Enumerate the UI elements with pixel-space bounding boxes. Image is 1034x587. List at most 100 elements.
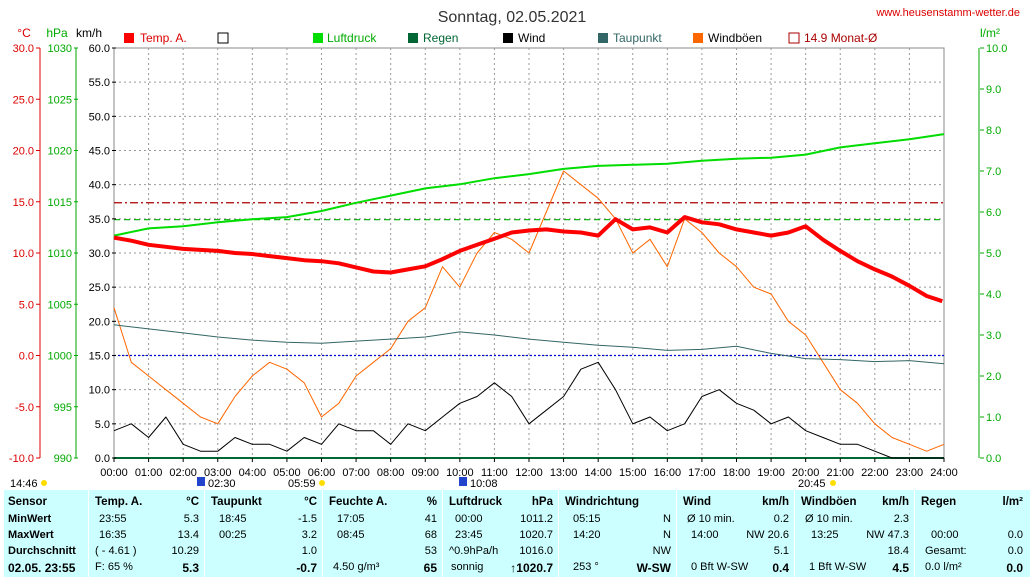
legend-label-pressure: Luftdruck bbox=[327, 31, 377, 45]
hum-min-time: 17:05 bbox=[337, 513, 365, 525]
col-wind-direction: Windrichtung 05:15 N 14:20 N NW 253 ° W-… bbox=[558, 490, 677, 577]
col-pressure: Luftdruck hPa 00:00 1011.2 23:45 1020.7 … bbox=[442, 490, 559, 577]
temp-tick-label: -10.0 bbox=[9, 453, 34, 465]
dew-cur: -0.7 bbox=[296, 561, 317, 575]
hum-cur-note: 4.50 g/m³ bbox=[333, 561, 380, 573]
hum-title: Feuchte A. bbox=[329, 496, 388, 508]
col-dewpoint: Taupunkt °C 18:45 -1.5 00:25 3.2 1.0 -0.… bbox=[204, 490, 323, 577]
wind-cur-note: 0 Bft W-SW bbox=[691, 561, 749, 573]
legend-swatch-temp bbox=[124, 33, 134, 43]
marker-t2-label: 05:59 bbox=[288, 478, 316, 490]
press-cur: ↑1020.7 bbox=[510, 561, 553, 575]
marker-left-icon bbox=[41, 480, 47, 486]
pressure-tick-label: 1030 bbox=[48, 43, 72, 55]
legend-swatch-wind bbox=[503, 33, 513, 43]
wind-tick-label: 25.0 bbox=[89, 282, 110, 294]
hum-min: 41 bbox=[424, 513, 437, 525]
rain-tick-label: 4.0 bbox=[986, 289, 1001, 301]
time-tick-label: 19:00 bbox=[757, 467, 785, 479]
pressure-axis: 1030 1025 1020 1015 1010 1005 1000 995 990 bbox=[48, 43, 78, 465]
gust-unit: km/h bbox=[882, 496, 909, 508]
wind-cur: 0.4 bbox=[772, 561, 789, 575]
rain-tick-label: 9.0 bbox=[986, 84, 1001, 96]
pressure-tick-label: 995 bbox=[54, 402, 72, 414]
hum-unit: % bbox=[426, 496, 437, 508]
temp-max: 13.4 bbox=[177, 529, 199, 541]
gust-title: Windböen bbox=[801, 496, 857, 508]
wind-tick-label: 15.0 bbox=[89, 351, 110, 363]
time-tick-label: 04:00 bbox=[239, 467, 267, 479]
pressure-tick-label: 1020 bbox=[48, 146, 72, 158]
legend-swatch-dewpoint bbox=[598, 33, 608, 43]
legend-label-monthavg: 14.9 Monat-Ø bbox=[804, 31, 877, 45]
dew-title: Taupunkt bbox=[211, 496, 262, 508]
wind-tick-label: 20.0 bbox=[89, 316, 110, 328]
gust-min: 2.3 bbox=[893, 513, 909, 525]
marker-t1-label: 02:30 bbox=[208, 478, 236, 490]
rain-max: 0.0 bbox=[1007, 529, 1023, 541]
temp-tick-label: 10.0 bbox=[13, 248, 34, 260]
pressure-tick-label: 1005 bbox=[48, 299, 72, 311]
temp-tick-label: 30.0 bbox=[13, 43, 34, 55]
time-tick-label: 11:00 bbox=[481, 467, 508, 479]
pressure-tick-label: 1025 bbox=[48, 94, 72, 106]
reference-lines bbox=[114, 202, 944, 357]
label-min: MinWert bbox=[8, 513, 52, 525]
press-avg-note: ^0.9hPa/h bbox=[449, 545, 499, 557]
dew-max-time: 00:25 bbox=[219, 529, 247, 541]
legend-label-wind: Wind bbox=[518, 31, 545, 45]
legend: Temp. A. Luftdruck Regen Wind Taupunkt W… bbox=[124, 31, 877, 45]
col-wind: Wind km/h Ø 10 min. 0.2 14:00 NW 20.6 5.… bbox=[676, 490, 795, 577]
press-title: Luftdruck bbox=[449, 496, 503, 508]
col-rain: Regen l/m² 00:00 0.0 Gesamt: 0.0 0.0 l/m… bbox=[914, 490, 1031, 577]
dir-cur: W-SW bbox=[636, 561, 671, 575]
legend-swatch-empty bbox=[217, 32, 229, 44]
sensor-table: Sensor MinWert MaxWert Durchschnitt 02.0… bbox=[4, 490, 1030, 577]
weather-chart: Sonntag, 02.05.2021 www.heusenstamm-wett… bbox=[9, 7, 1020, 490]
wind-title: Wind bbox=[683, 496, 711, 508]
wind-max: NW 20.6 bbox=[746, 529, 789, 541]
marker-t3-label: 10:08 bbox=[470, 478, 498, 490]
pressure-tick-label: 1010 bbox=[48, 248, 72, 260]
gust-cur: 4.5 bbox=[892, 561, 909, 575]
col-gusts: Windböen km/h Ø 10 min. 2.3 13:25 NW 47.… bbox=[794, 490, 915, 577]
dir-max: N bbox=[663, 529, 671, 541]
press-min-time: 00:00 bbox=[455, 513, 483, 525]
dir-max-time: 14:20 bbox=[573, 529, 601, 541]
wind-tick-label: 5.0 bbox=[95, 419, 110, 431]
press-unit: hPa bbox=[531, 496, 553, 508]
time-tick-label: 02:00 bbox=[169, 467, 197, 479]
time-tick-label: 14:00 bbox=[584, 467, 612, 479]
time-tick-label: 24:00 bbox=[930, 467, 958, 479]
dir-cur-note: 253 ° bbox=[573, 561, 599, 573]
rain-cur-note: 0.0 l/m² bbox=[925, 561, 962, 573]
rain-unit: l/m² bbox=[1002, 496, 1023, 508]
temp-tick-label: 15.0 bbox=[13, 197, 34, 209]
legend-swatch-gusts bbox=[693, 33, 703, 43]
temp-cur-note: F: 65 % bbox=[95, 561, 133, 573]
hum-cur: 65 bbox=[423, 561, 437, 575]
temp-tick-label: 20.0 bbox=[13, 146, 34, 158]
rain-tick-label: 1.0 bbox=[986, 412, 1001, 424]
temp-tick-label: 0.0 bbox=[19, 351, 34, 363]
temp-min: 5.3 bbox=[183, 513, 199, 525]
temp-unit: °C bbox=[186, 496, 199, 508]
wind-line bbox=[113, 361, 944, 459]
wind-tick-label: 55.0 bbox=[89, 77, 110, 89]
gusts-line bbox=[113, 170, 945, 452]
dir-title: Windrichtung bbox=[565, 496, 639, 508]
rain-tick-label: 10.0 bbox=[986, 43, 1007, 55]
wind-max-time: 14:00 bbox=[691, 529, 719, 541]
time-tick-label: 13:00 bbox=[550, 467, 578, 479]
gust-min-time: Ø 10 min. bbox=[805, 513, 853, 525]
press-avg: 1016.0 bbox=[519, 545, 553, 557]
dir-min: N bbox=[663, 513, 671, 525]
time-tick-label: 21:00 bbox=[826, 467, 854, 479]
time-tick-label: 01:00 bbox=[135, 467, 163, 479]
website-label: www.heusenstamm-wetter.de bbox=[875, 7, 1020, 19]
rain-avg-label: Gesamt: bbox=[925, 545, 967, 557]
temp-tick-label: 5.0 bbox=[19, 299, 34, 311]
gust-max-time: 13:25 bbox=[811, 529, 839, 541]
temp-title: Temp. A. bbox=[95, 496, 143, 508]
temp-unit-label: °C bbox=[17, 26, 31, 40]
